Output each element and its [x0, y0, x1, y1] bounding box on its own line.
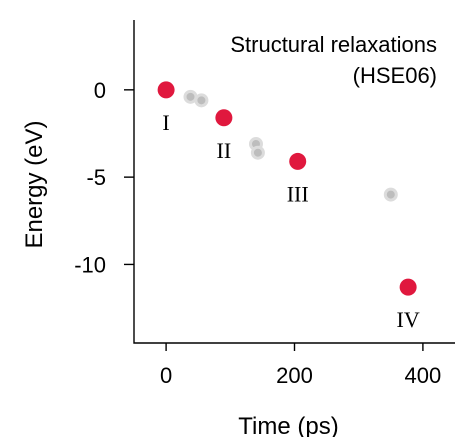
- chart-annotation-line-2: (HSE06): [353, 63, 437, 88]
- x-tick-label: 0: [160, 363, 172, 388]
- axis-spine: [133, 20, 455, 344]
- point-label: II: [217, 138, 232, 163]
- highlighted-point: [157, 81, 175, 99]
- y-tick-label: -5: [86, 165, 106, 190]
- y-axis-title: Energy (eV): [21, 120, 48, 248]
- intermediate-point: [183, 89, 198, 104]
- highlighted-point: [289, 152, 307, 170]
- y-tick-label: 0: [94, 78, 106, 103]
- chart-annotation-line-1: Structural relaxations: [230, 32, 437, 57]
- intermediate-point: [194, 93, 209, 108]
- point-label: IV: [397, 307, 420, 332]
- highlighted-point: [215, 109, 233, 127]
- x-axis-title: Time (ps): [238, 413, 338, 437]
- highlighted-point: [399, 278, 417, 296]
- intermediate-point: [383, 187, 398, 202]
- axes-layer: 0 200 400 0 -5 -10: [74, 20, 455, 388]
- x-tick-label: 400: [405, 363, 442, 388]
- point-label: I: [162, 110, 169, 135]
- y-tick-label: -10: [74, 252, 106, 277]
- marks-layer: [157, 81, 417, 296]
- intermediate-point: [250, 145, 265, 160]
- point-label: III: [287, 181, 309, 206]
- x-tick-label: 200: [276, 363, 313, 388]
